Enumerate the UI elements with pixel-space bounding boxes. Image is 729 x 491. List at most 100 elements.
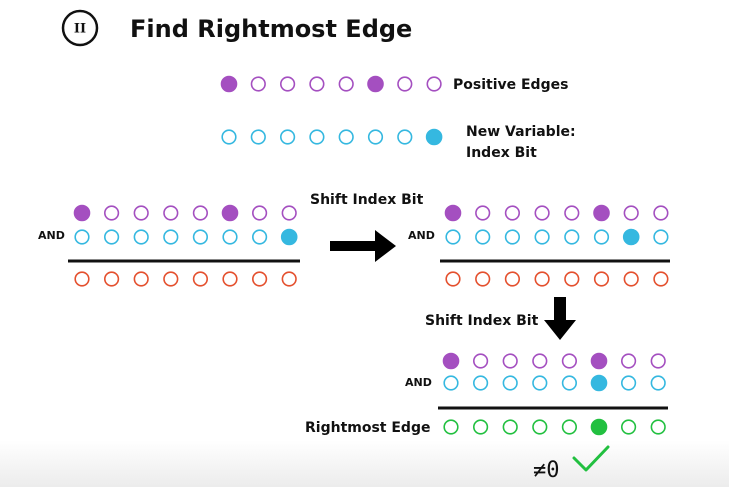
bit <box>564 271 580 287</box>
bit <box>103 271 120 287</box>
bit <box>426 76 442 92</box>
check <box>572 445 610 472</box>
bit <box>473 353 489 369</box>
bit <box>397 129 413 145</box>
bit <box>532 353 548 369</box>
arrow-right <box>330 230 396 262</box>
bit <box>252 205 268 221</box>
bit <box>590 418 608 436</box>
and-label: AND <box>405 376 432 389</box>
bit <box>473 375 489 391</box>
bit <box>532 419 548 435</box>
bit <box>221 129 237 145</box>
bit <box>534 205 550 221</box>
shift-label: Shift Index Bit <box>310 192 424 208</box>
bit <box>281 205 297 221</box>
bit <box>620 375 637 391</box>
arrow-down <box>544 297 576 340</box>
bit <box>367 129 384 145</box>
bit <box>103 205 120 221</box>
bit <box>250 76 266 92</box>
bit <box>653 205 669 221</box>
legend-label: Positive Edges <box>453 77 568 93</box>
bit <box>280 228 298 246</box>
bit <box>534 229 550 245</box>
bit <box>443 419 459 435</box>
bit <box>502 375 518 391</box>
bit <box>445 271 461 287</box>
bit <box>590 374 608 392</box>
bit <box>103 229 120 245</box>
bit <box>475 229 491 245</box>
bit <box>623 271 639 287</box>
bit <box>653 229 669 245</box>
bit <box>564 205 580 221</box>
bit <box>442 352 460 370</box>
bit <box>397 76 413 92</box>
bit <box>532 375 548 391</box>
and-label: AND <box>408 229 435 242</box>
legend-label: Index Bit <box>466 145 537 161</box>
bit <box>280 129 296 145</box>
bit <box>590 352 608 370</box>
bit <box>443 375 459 391</box>
bit <box>504 229 521 245</box>
footer-shade <box>0 440 729 487</box>
bit <box>73 204 91 222</box>
bit <box>192 271 208 287</box>
result-label: Rightmost Edge <box>305 420 430 436</box>
bit <box>561 375 578 391</box>
bit <box>163 229 179 245</box>
shift-label: Shift Index Bit <box>425 313 539 329</box>
bit <box>163 205 179 221</box>
nonzero: ≠0 <box>533 458 560 483</box>
bit <box>561 419 578 435</box>
bit <box>593 204 610 222</box>
bit <box>163 271 179 287</box>
bit <box>593 229 610 245</box>
bit <box>620 353 637 369</box>
bit <box>623 205 639 221</box>
bit <box>504 205 521 221</box>
bit <box>425 128 443 146</box>
bit <box>475 271 491 287</box>
bit <box>192 229 208 245</box>
bit <box>222 271 238 287</box>
bit <box>338 129 354 145</box>
bit <box>620 419 637 435</box>
bit <box>309 129 325 145</box>
bit <box>338 76 354 92</box>
bit <box>133 205 149 221</box>
bit <box>504 271 521 287</box>
bit <box>133 229 149 245</box>
bit <box>653 271 669 287</box>
bit <box>252 271 268 287</box>
bit <box>192 205 208 221</box>
bit <box>502 353 518 369</box>
bit <box>222 229 238 245</box>
bit <box>220 75 238 93</box>
bit <box>650 375 666 391</box>
bit <box>74 229 90 245</box>
bit <box>367 75 384 93</box>
bit <box>650 353 666 369</box>
bit <box>475 205 491 221</box>
title: Find Rightmost Edge <box>130 15 412 43</box>
badge-text: II <box>74 22 86 37</box>
bit <box>561 353 578 369</box>
bit <box>564 229 580 245</box>
bit <box>281 271 297 287</box>
bit <box>444 204 462 222</box>
and-label: AND <box>38 229 65 242</box>
bit <box>133 271 149 287</box>
bit <box>250 129 266 145</box>
bit <box>74 271 90 287</box>
bit <box>473 419 489 435</box>
bit <box>309 76 325 92</box>
legend-label: New Variable: <box>466 124 576 140</box>
bit <box>502 419 518 435</box>
bit <box>445 229 461 245</box>
bit <box>593 271 610 287</box>
bit <box>221 204 239 222</box>
